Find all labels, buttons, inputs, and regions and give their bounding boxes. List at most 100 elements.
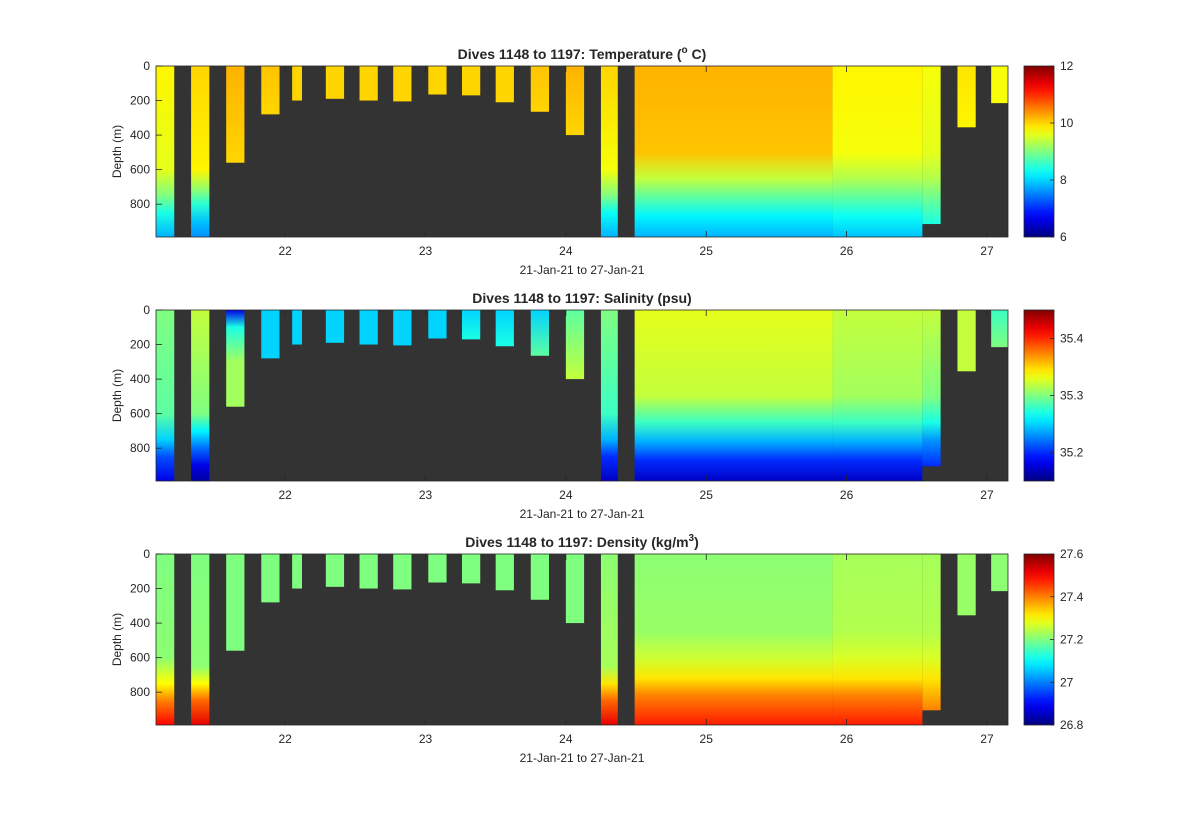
colorbar-tick-label: 35.2: [1060, 446, 1084, 460]
y-axis-label: Depth (m): [110, 369, 124, 422]
colorbar-tick-label: 27.2: [1060, 633, 1084, 647]
colorbar-tick-label: 10: [1060, 116, 1074, 130]
y-tick-label: 800: [130, 685, 150, 699]
x-axis-label: 21-Jan-21 to 27-Jan-21: [520, 507, 645, 521]
profile-column: [226, 66, 245, 163]
colorbar-tick-label: 35.4: [1060, 332, 1084, 346]
y-tick-label: 200: [130, 94, 150, 108]
y-tick-label: 800: [130, 441, 150, 455]
x-tick-label: 25: [700, 244, 714, 258]
profile-column: [261, 310, 280, 359]
profile-column: [292, 554, 302, 589]
profile-column: [359, 310, 378, 345]
chart-title-tail: ): [694, 534, 699, 550]
colorbar-tick-label: 35.3: [1060, 389, 1084, 403]
profile-column: [634, 554, 833, 725]
x-tick-label: 24: [559, 244, 573, 258]
axes-frame: [155, 65, 1009, 238]
profile-column: [832, 554, 923, 725]
x-axis-label: 21-Jan-21 to 27-Jan-21: [520, 751, 645, 765]
x-tick-label: 24: [559, 732, 573, 746]
profile-column: [226, 554, 245, 651]
colorbar-tick-label: 27.6: [1060, 547, 1084, 561]
y-tick-label: 0: [143, 547, 150, 561]
profile-column: [991, 554, 1008, 592]
chart-panel: 22 23 24 25 26 27 0 200 400 600 800 Dives 1148 to 1…: [110, 45, 1074, 277]
chart-title: Dives 1148 to 1197: Density (kg/m3): [465, 533, 699, 550]
y-axis-label: Depth (m): [110, 613, 124, 666]
chart-title-superscript: o: [682, 45, 688, 56]
x-tick-label: 27: [980, 488, 994, 502]
profile-column: [359, 66, 378, 101]
chart-title: Dives 1148 to 1197: Temperature (o C): [458, 45, 707, 62]
profile-column: [530, 66, 550, 112]
x-tick-label: 27: [980, 732, 994, 746]
x-tick-label: 23: [419, 244, 433, 258]
axes-frame: [155, 553, 1009, 726]
profile-column: [461, 66, 481, 96]
y-tick-label: 600: [130, 651, 150, 665]
profile-column: [600, 554, 618, 725]
profile-column: [957, 554, 976, 616]
y-axis-label: Depth (m): [110, 125, 124, 178]
profile-column: [495, 554, 514, 591]
profile-column: [428, 554, 447, 583]
colorbar: [1023, 553, 1055, 726]
profile-column: [156, 310, 175, 481]
colorbar-tick-label: 27.4: [1060, 590, 1084, 604]
y-tick-label: 400: [130, 128, 150, 142]
profile-column: [634, 310, 833, 481]
profile-column: [922, 66, 941, 225]
colorbar-tick-label: 8: [1060, 173, 1067, 187]
colorbar-tick-label: 27: [1060, 675, 1074, 689]
profile-column: [565, 554, 585, 624]
profile-column: [191, 310, 210, 481]
profile-column: [530, 554, 550, 600]
profile-column: [530, 310, 550, 356]
profile-column: [600, 66, 618, 237]
y-tick-label: 200: [130, 338, 150, 352]
profile-column: [495, 310, 514, 347]
profile-column: [495, 66, 514, 103]
colorbar-tick-label: 12: [1060, 59, 1074, 73]
chart-title: Dives 1148 to 1197: Salinity (psu): [472, 290, 691, 306]
profile-column: [393, 66, 412, 102]
profile-column: [461, 554, 481, 584]
y-tick-label: 200: [130, 582, 150, 596]
x-tick-label: 26: [840, 244, 854, 258]
profile-column: [325, 66, 345, 99]
profile-column: [156, 554, 175, 725]
profile-column: [922, 554, 941, 711]
y-tick-label: 800: [130, 197, 150, 211]
x-tick-label: 26: [840, 732, 854, 746]
axes-frame: [155, 309, 1009, 482]
profile-column: [191, 554, 210, 725]
colorbar-tick-label: 26.8: [1060, 718, 1084, 732]
x-tick-label: 25: [700, 488, 714, 502]
y-tick-label: 0: [143, 59, 150, 73]
y-tick-label: 0: [143, 303, 150, 317]
profile-column: [428, 66, 447, 95]
x-tick-label: 27: [980, 244, 994, 258]
profile-column: [261, 554, 280, 603]
profile-column: [393, 554, 412, 590]
profile-column: [359, 554, 378, 589]
colorbar: [1023, 65, 1055, 238]
x-tick-label: 22: [278, 732, 292, 746]
profile-column: [600, 310, 618, 481]
y-tick-label: 600: [130, 407, 150, 421]
profile-column: [957, 66, 976, 128]
y-tick-label: 400: [130, 372, 150, 386]
profile-column: [325, 310, 345, 343]
profile-column: [428, 310, 447, 339]
profile-column: [991, 310, 1008, 348]
x-tick-label: 26: [840, 488, 854, 502]
profile-column: [461, 310, 481, 340]
y-tick-label: 400: [130, 616, 150, 630]
profile-column: [991, 66, 1008, 104]
profile-column: [156, 66, 175, 237]
profile-column: [634, 66, 833, 237]
chart-title-tail: C): [688, 46, 707, 62]
chart-title-superscript: 3: [689, 533, 695, 544]
